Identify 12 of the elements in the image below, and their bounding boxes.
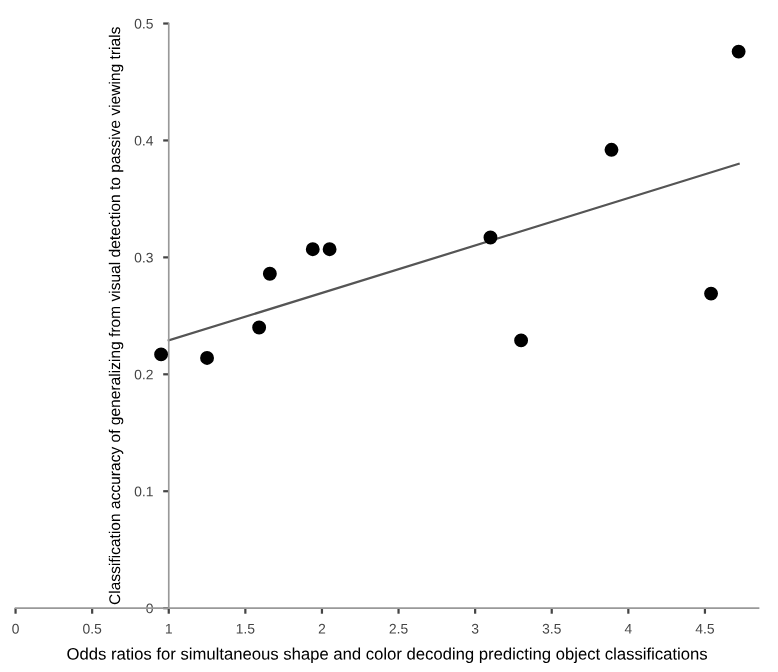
point (483, 230, 498, 245)
point (604, 142, 619, 157)
point (262, 266, 277, 281)
point (305, 242, 320, 257)
point (154, 347, 169, 362)
point (322, 242, 337, 257)
x-axis-title: Odds ratios for simultaneous shape and color decoding predicting object classifications (67, 647, 708, 664)
point (731, 44, 746, 59)
point (704, 286, 719, 301)
point (514, 333, 529, 348)
point (252, 320, 267, 335)
point (200, 350, 214, 365)
